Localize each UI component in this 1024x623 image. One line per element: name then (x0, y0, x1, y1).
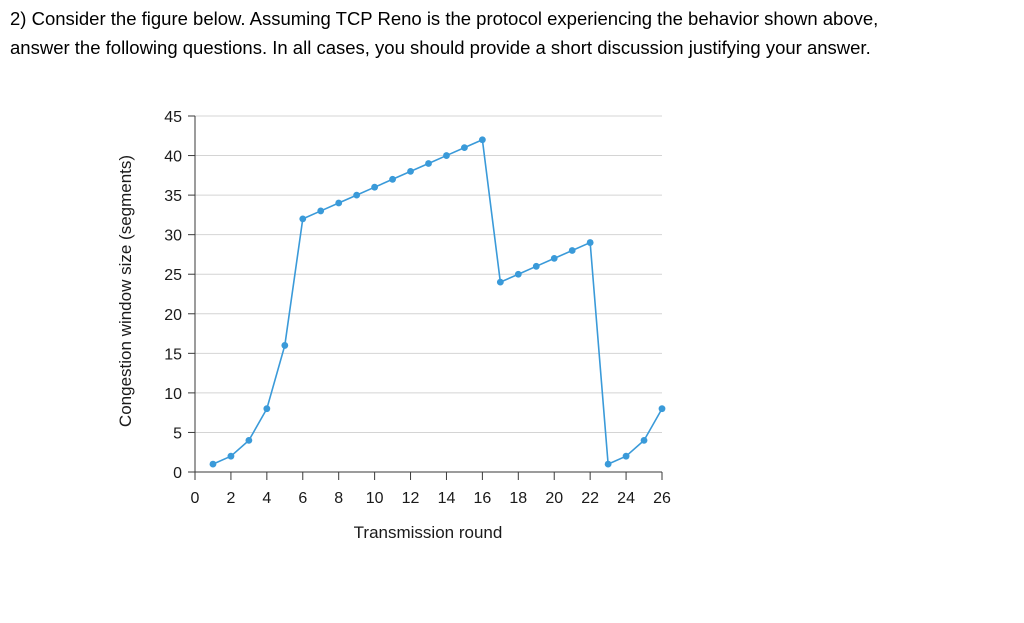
data-point-round-26 (658, 405, 666, 413)
data-point-round-3 (245, 436, 253, 444)
x-tick-label-10: 10 (366, 490, 384, 507)
x-tick-label-2: 2 (226, 490, 235, 507)
y-tick-label-25: 25 (164, 267, 182, 284)
grid-lines (195, 115, 662, 433)
data-point-round-2 (227, 452, 235, 460)
y-tick-label-30: 30 (164, 228, 182, 245)
data-point-round-8 (335, 199, 343, 207)
data-point-round-13 (425, 160, 432, 167)
data-point-round-10 (371, 183, 379, 191)
data-point-round-18 (514, 270, 522, 278)
data-point-round-7 (317, 207, 325, 215)
data-point-round-12 (407, 167, 414, 175)
y-tick-label-40: 40 (164, 149, 182, 166)
y-tick-label-0: 0 (173, 465, 182, 482)
data-point-round-6 (299, 215, 307, 223)
series-line-cwnd (212, 138, 663, 465)
y-tick-label-35: 35 (164, 188, 182, 205)
y-tick-label-45: 45 (164, 109, 182, 126)
x-tick-label-18: 18 (509, 490, 527, 507)
y-tick-label-5: 5 (173, 425, 182, 442)
data-point-round-15 (461, 144, 468, 152)
data-point-round-20 (550, 255, 558, 262)
y-tick-label-10: 10 (164, 386, 182, 403)
data-point-round-17 (496, 278, 504, 286)
data-point-round-4 (263, 405, 271, 413)
data-point-round-5 (281, 342, 289, 349)
x-tick-label-8: 8 (334, 490, 343, 507)
y-axis-title: Congestion window size (segments) (116, 155, 135, 427)
x-tick-label-22: 22 (581, 490, 599, 507)
x-tick-label-24: 24 (617, 490, 635, 507)
data-point-round-16 (478, 136, 486, 144)
question-line-1: 2) Consider the figure below. Assuming T… (10, 8, 879, 29)
x-axis-title: Transmission round (354, 523, 503, 542)
x-tick-label-6: 6 (298, 490, 307, 507)
data-point-round-9 (353, 191, 361, 199)
y-tick-label-20: 20 (164, 307, 182, 324)
x-tick-label-14: 14 (438, 490, 456, 507)
x-tick-label-12: 12 (402, 490, 420, 507)
question-text: 2) Consider the figure below. Assuming T… (10, 4, 1014, 62)
x-tick-label-26: 26 (653, 490, 671, 507)
data-point-round-19 (532, 262, 540, 270)
y-tick-label-15: 15 (164, 346, 182, 363)
x-tick-label-0: 0 (191, 490, 200, 507)
data-point-round-24 (622, 452, 630, 460)
x-tick-label-16: 16 (473, 490, 491, 507)
x-tick-label-20: 20 (545, 490, 563, 507)
data-point-round-21 (568, 247, 576, 254)
data-point-round-1 (209, 460, 217, 468)
data-point-round-22 (586, 239, 594, 246)
data-point-round-14 (443, 152, 450, 159)
question-line-2: answer the following questions. In all c… (10, 37, 871, 58)
data-point-round-11 (389, 175, 396, 183)
series-cwnd (209, 136, 666, 468)
x-tick-label-4: 4 (262, 490, 271, 507)
data-point-round-25 (640, 436, 648, 444)
data-point-round-23 (604, 460, 612, 468)
